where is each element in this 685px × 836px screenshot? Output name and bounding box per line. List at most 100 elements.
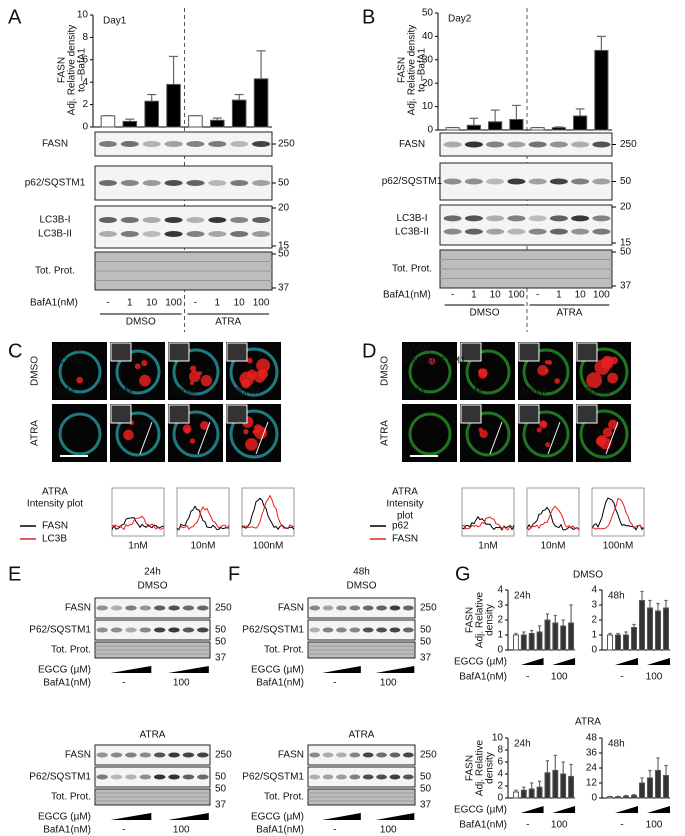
blot-band xyxy=(164,180,183,186)
bar xyxy=(544,772,551,799)
puncta xyxy=(246,357,253,364)
inset xyxy=(168,404,190,424)
bar xyxy=(488,121,503,131)
blot xyxy=(307,597,416,619)
blot-band xyxy=(486,215,505,222)
cell xyxy=(172,410,220,458)
blot-band xyxy=(168,774,180,780)
x-row-label: BafA1(nM) xyxy=(459,820,507,831)
y-axis-label: to –BafA1 xyxy=(417,48,428,92)
plot-label: 1nM xyxy=(478,541,497,552)
dose-triangle xyxy=(322,666,361,673)
puncta xyxy=(138,374,151,387)
blot-band xyxy=(336,605,347,611)
blot-label: Tot. Prot. xyxy=(392,264,432,275)
puncta xyxy=(536,427,542,433)
group-label: DMSO xyxy=(470,308,500,319)
marker-label: 50 xyxy=(278,249,290,260)
blot-time: 48h xyxy=(353,567,370,578)
marker-label: 50 xyxy=(215,772,227,783)
y-axis-label: Adj. Relative xyxy=(475,739,486,796)
legend-label: LC3B xyxy=(42,534,67,545)
x-row-label: BafA1(nM) xyxy=(43,825,91,836)
group-label: - xyxy=(526,672,529,683)
blot-band xyxy=(98,217,117,223)
puncta xyxy=(190,365,197,372)
bar xyxy=(560,625,567,651)
blot-band xyxy=(110,627,123,633)
y-tick-label: 20 xyxy=(422,78,434,89)
marker-label: 50 xyxy=(215,625,227,636)
dose-triangle xyxy=(520,806,544,813)
y-tick-label: 8 xyxy=(497,745,503,756)
blot-band xyxy=(443,178,462,185)
puncta xyxy=(595,437,604,445)
group-label: ATRA xyxy=(215,317,241,328)
blot-label: FASN xyxy=(278,603,304,614)
bar xyxy=(607,796,613,799)
blot xyxy=(439,162,613,201)
bar xyxy=(560,773,567,799)
bar xyxy=(623,634,629,651)
blot-label: FASN xyxy=(42,139,68,150)
y-tick-label: 0 xyxy=(427,125,433,136)
bar xyxy=(188,115,203,128)
blot-band xyxy=(322,774,334,780)
bar xyxy=(122,120,138,128)
channel-label: P62/SQSTM1 xyxy=(404,356,466,367)
profile-plot xyxy=(111,487,165,537)
blot-band xyxy=(528,215,547,222)
marker-label: 50 xyxy=(420,772,432,783)
blot-band xyxy=(98,180,117,186)
profile-plot xyxy=(526,487,580,537)
x-tick-label: - xyxy=(451,290,454,301)
marker-label: 37 xyxy=(620,281,632,292)
bar xyxy=(466,124,481,131)
blot-band xyxy=(96,627,108,633)
y-tick-label: 2 xyxy=(497,781,503,792)
blot-band xyxy=(549,228,568,235)
bar xyxy=(573,115,588,131)
y-tick-label: 4 xyxy=(497,769,503,780)
group-label: 100 xyxy=(551,820,568,831)
x-tick-label: 100 xyxy=(253,298,270,309)
blot-band xyxy=(197,605,209,611)
blot-label: LC3B-II xyxy=(38,229,72,240)
blot-band xyxy=(96,774,108,780)
plot-title: plot xyxy=(397,511,413,522)
marker-label: 37 xyxy=(215,800,227,811)
profile-trace xyxy=(591,497,645,530)
puncta xyxy=(200,421,210,430)
dose-label: 100nM xyxy=(229,387,260,398)
blot-band xyxy=(349,605,361,611)
blot-band xyxy=(252,180,271,186)
bar xyxy=(552,622,559,651)
x-row-label: EGCG (µM) xyxy=(38,665,91,676)
blot-band xyxy=(443,215,462,222)
marker-label: 250 xyxy=(420,750,437,761)
x-tick-label: 1 xyxy=(215,298,221,309)
blot-band xyxy=(182,752,195,758)
group-label: 100 xyxy=(646,672,663,683)
blot-band xyxy=(486,178,505,185)
cell xyxy=(229,347,279,397)
dose-label: 10nM xyxy=(171,387,196,398)
blot-band xyxy=(549,215,568,222)
y-axis-label: to –BafA1 xyxy=(77,48,88,92)
blot-band xyxy=(208,217,227,223)
blot-title: DMSO xyxy=(347,581,377,592)
blot-band xyxy=(507,141,526,148)
y-tick-label: 0 xyxy=(591,793,597,804)
inset xyxy=(518,404,540,424)
profile-trace xyxy=(111,515,165,531)
blot-band xyxy=(168,627,180,633)
cell xyxy=(465,349,511,395)
profile-plot xyxy=(591,487,645,537)
blot-band xyxy=(125,752,137,758)
blot-band xyxy=(230,180,249,186)
blot-band xyxy=(125,605,137,611)
bar xyxy=(231,99,247,128)
blot xyxy=(307,766,416,788)
blot-band xyxy=(507,178,526,185)
marker-label: 37 xyxy=(215,653,227,664)
